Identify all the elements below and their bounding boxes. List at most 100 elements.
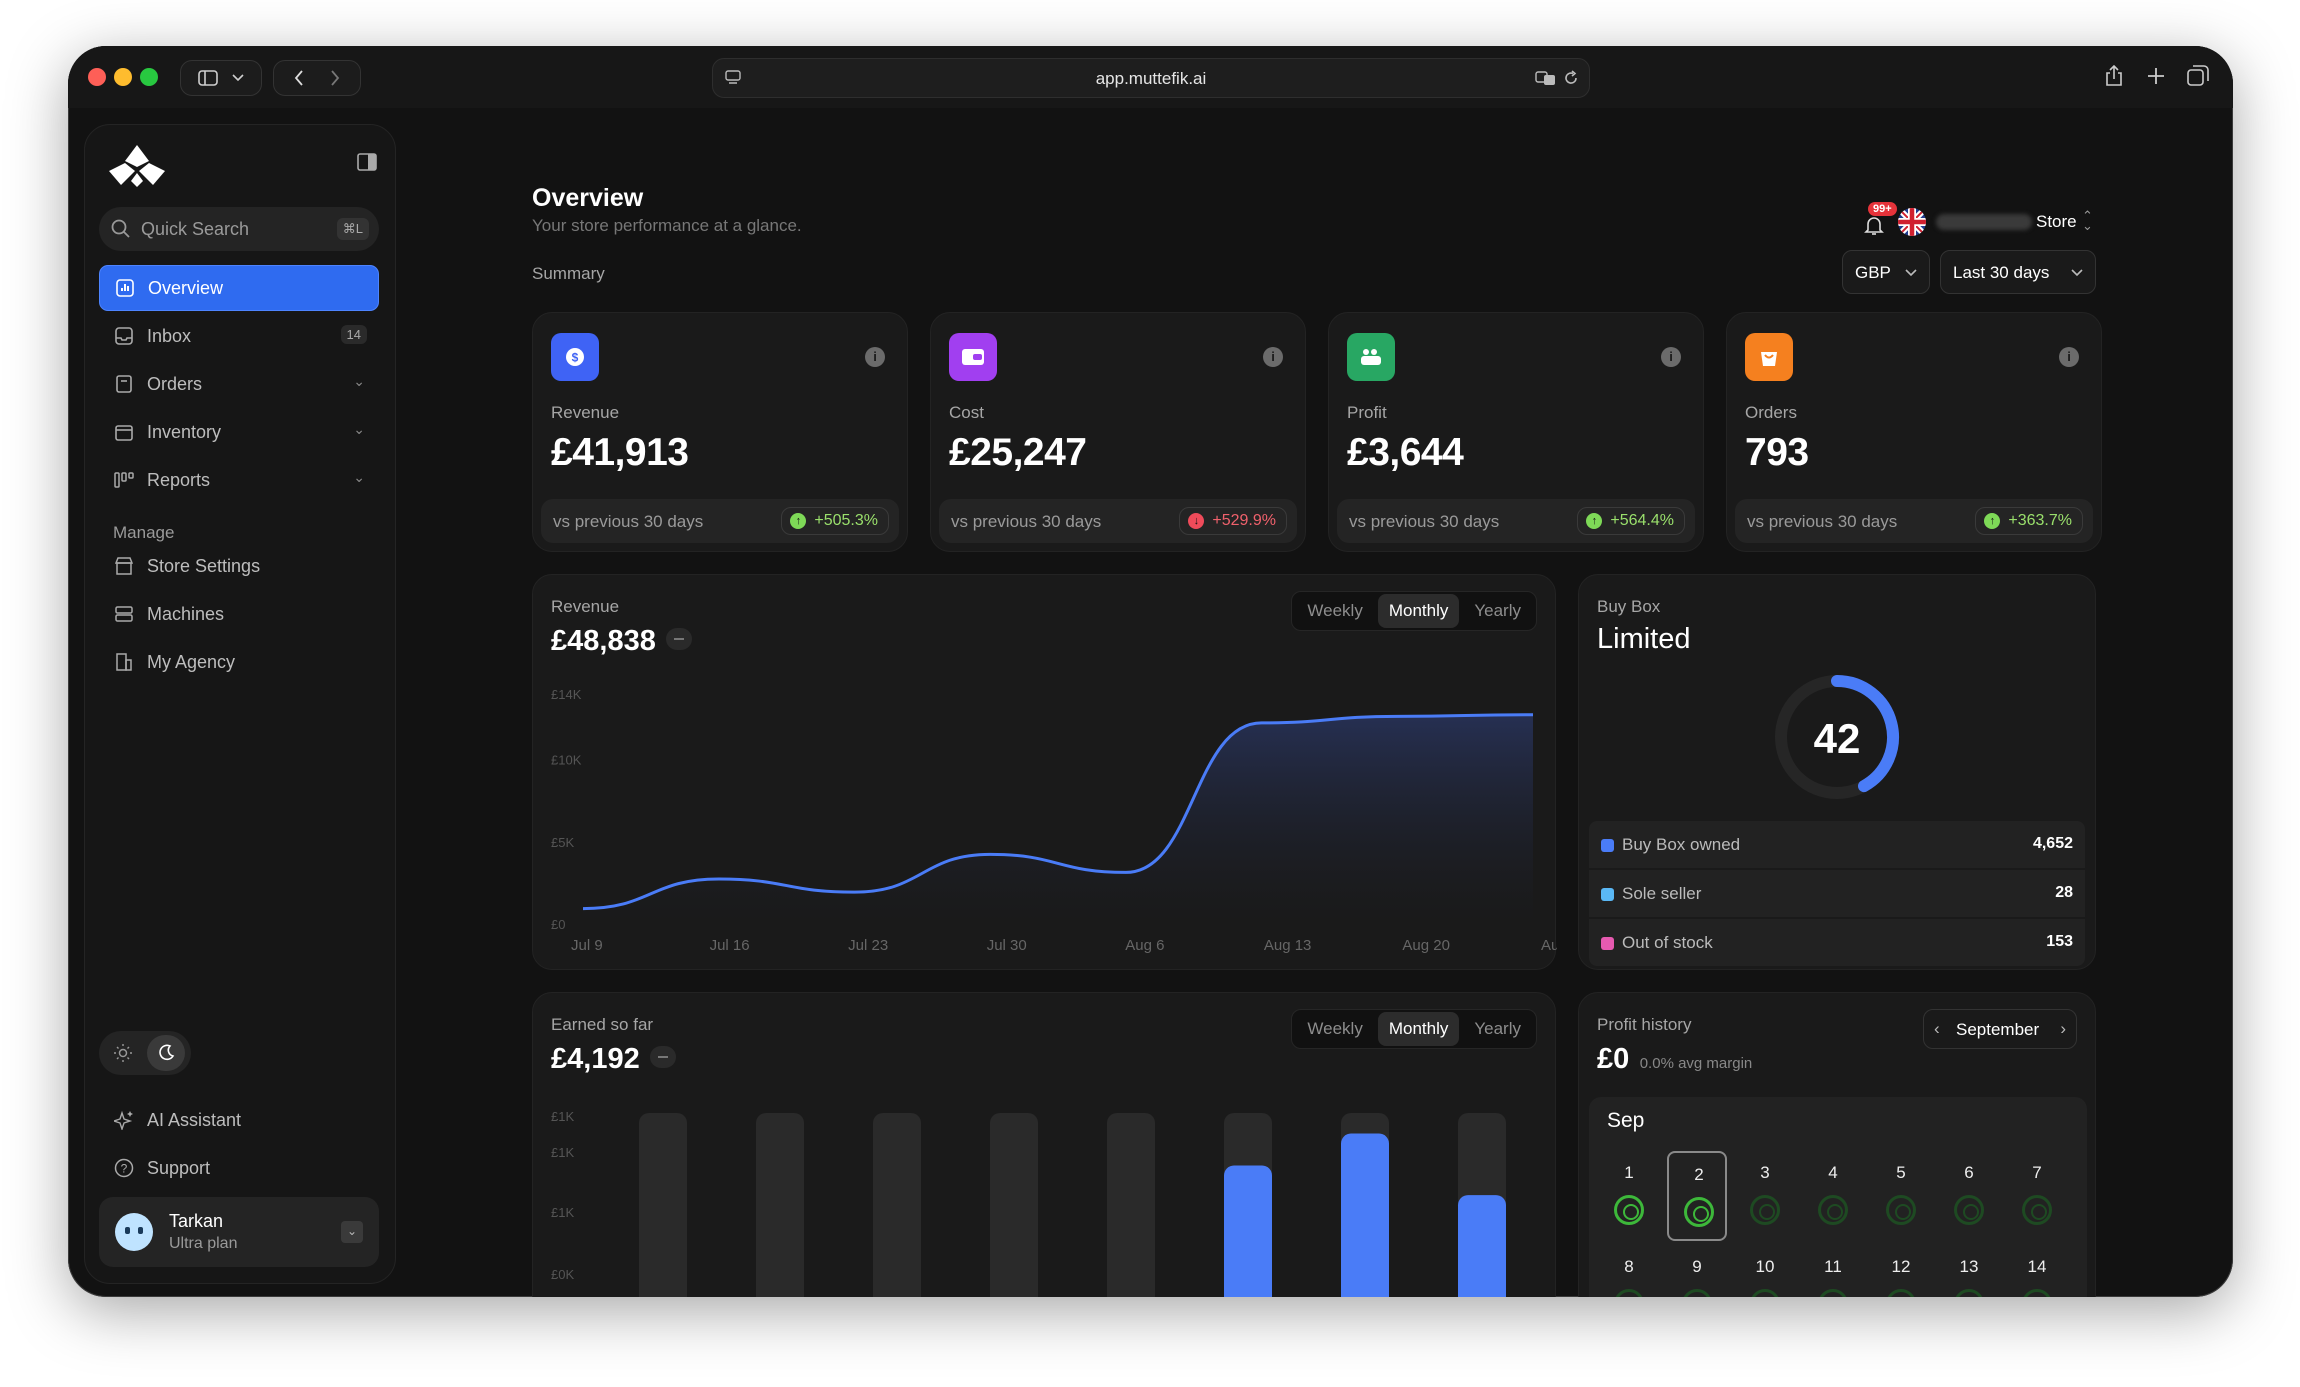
- dark-mode-button[interactable]: [147, 1035, 185, 1071]
- activity-ring-icon: [1818, 1195, 1848, 1225]
- sun-icon[interactable]: [113, 1043, 133, 1063]
- info-icon[interactable]: i: [2059, 347, 2079, 367]
- x-tick-label: Jul 30: [987, 937, 1027, 954]
- theme-toggle[interactable]: [99, 1031, 191, 1075]
- bar-track: [756, 1113, 804, 1297]
- info-icon[interactable]: i: [865, 347, 885, 367]
- change-badge: ↑ +505.3%: [781, 507, 889, 535]
- info-icon[interactable]: i: [1661, 347, 1681, 367]
- buybox-row: Buy Box owned 4,652: [1589, 821, 2085, 868]
- month-label: September: [1956, 1020, 2040, 1039]
- store-selector[interactable]: Store ⌃ ⌄: [1898, 206, 2108, 238]
- calendar-day[interactable]: 5: [1871, 1151, 1931, 1241]
- nav-my-agency[interactable]: My Agency: [99, 639, 379, 685]
- currency-select[interactable]: GBP: [1842, 250, 1930, 294]
- user-menu-button[interactable]: ⌄: [341, 1221, 363, 1243]
- forward-icon[interactable]: [330, 70, 340, 86]
- x-tick-label: Jul 9: [571, 937, 603, 954]
- kpi-value: 793: [1745, 431, 1809, 474]
- svg-text:?: ?: [121, 1162, 128, 1176]
- info-icon[interactable]: i: [1263, 347, 1283, 367]
- day-number: 8: [1624, 1257, 1634, 1276]
- inbox-icon: [113, 325, 135, 347]
- revenue-series-line: [582, 713, 1534, 911]
- nav-store-settings[interactable]: Store Settings: [99, 543, 379, 589]
- sparkle-icon: [113, 1109, 135, 1131]
- maximize-window-button[interactable]: [140, 68, 158, 86]
- address-bar[interactable]: app.muttefik.ai: [712, 58, 1590, 98]
- calendar-day[interactable]: 13: [1939, 1245, 1999, 1297]
- share-icon[interactable]: [2105, 65, 2123, 87]
- notifications-button[interactable]: 99+: [1860, 202, 1897, 238]
- nav-machines[interactable]: Machines: [99, 591, 379, 637]
- period-weekly[interactable]: Weekly: [1307, 1019, 1363, 1038]
- y-tick-label: £10K: [551, 753, 582, 768]
- close-window-button[interactable]: [88, 68, 106, 86]
- nav-label: Reports: [147, 469, 211, 490]
- nav-ai-assistant[interactable]: AI Assistant: [99, 1097, 379, 1143]
- activity-ring-icon: [1818, 1289, 1848, 1297]
- calendar-day[interactable]: 1: [1599, 1151, 1659, 1241]
- notification-badge: 99+: [1868, 202, 1897, 216]
- next-month-icon[interactable]: ›: [2060, 1019, 2066, 1038]
- period-yearly[interactable]: Yearly: [1474, 1019, 1521, 1038]
- calendar-day[interactable]: 4: [1803, 1151, 1863, 1241]
- calendar-day[interactable]: 3: [1735, 1151, 1795, 1241]
- earned-total-value: £4,192: [551, 1043, 640, 1075]
- profit-history-card: Profit history £0 0.0% avg margin ‹ Sept…: [1578, 992, 2096, 1297]
- profit-history-value: £0 0.0% avg margin: [1597, 1043, 1752, 1076]
- period-yearly[interactable]: Yearly: [1474, 601, 1521, 620]
- calendar-day[interactable]: 14: [2007, 1245, 2067, 1297]
- moon-icon: [159, 1044, 175, 1061]
- chevron-down-icon: ⌄: [353, 373, 365, 389]
- nav-orders[interactable]: Orders ⌄: [99, 361, 379, 407]
- quick-search[interactable]: Quick Search ⌘L: [99, 207, 379, 251]
- prev-month-icon[interactable]: ‹: [1934, 1019, 1940, 1038]
- change-badge: ↓ +529.9%: [1179, 507, 1287, 535]
- sidebar-toggle-button[interactable]: [180, 60, 262, 96]
- reload-icon[interactable]: [1563, 70, 1579, 86]
- calendar-day[interactable]: 10: [1735, 1245, 1795, 1297]
- nav-reports[interactable]: Reports ⌄: [99, 457, 379, 503]
- calendar-day[interactable]: 8: [1599, 1245, 1659, 1297]
- nav-overview[interactable]: Overview: [99, 265, 379, 311]
- change-value: +564.4%: [1610, 512, 1674, 529]
- period-monthly[interactable]: Monthly: [1377, 594, 1460, 628]
- calendar-day[interactable]: 6: [1939, 1151, 1999, 1241]
- day-number: 14: [2027, 1257, 2047, 1276]
- change-value: +363.7%: [2008, 512, 2072, 529]
- nav-support[interactable]: ? Support: [99, 1145, 379, 1191]
- kpi-label: Revenue: [551, 403, 620, 422]
- calendar-day[interactable]: 9: [1667, 1245, 1727, 1297]
- calendar-day[interactable]: 2: [1667, 1151, 1727, 1241]
- collapse-sidebar-icon[interactable]: [357, 153, 377, 171]
- date-range-select[interactable]: Last 30 days: [1940, 250, 2096, 294]
- nav-label: AI Assistant: [147, 1109, 242, 1130]
- back-icon[interactable]: [294, 70, 304, 86]
- new-tab-icon[interactable]: [2147, 67, 2165, 85]
- calendar-day[interactable]: 12: [1871, 1245, 1931, 1297]
- bar[interactable]: [1341, 1133, 1389, 1297]
- day-number: 2: [1694, 1165, 1704, 1184]
- legend-swatch: [1601, 937, 1614, 950]
- bar[interactable]: [1458, 1195, 1506, 1297]
- orders-icon: [1745, 333, 1793, 381]
- period-weekly[interactable]: Weekly: [1307, 601, 1363, 620]
- minimize-window-button[interactable]: [114, 68, 132, 86]
- tab-overview-icon[interactable]: [2187, 65, 2209, 87]
- month-picker[interactable]: ‹ September ›: [1923, 1009, 2077, 1049]
- user-card[interactable]: Tarkan Ultra plan ⌄: [99, 1197, 379, 1267]
- calendar-day[interactable]: 7: [2007, 1151, 2067, 1241]
- activity-ring-icon: [1750, 1195, 1780, 1225]
- activity-ring-icon: [1750, 1289, 1780, 1297]
- inventory-icon: [113, 421, 135, 443]
- nav-inventory[interactable]: Inventory ⌄: [99, 409, 379, 455]
- nav-inbox[interactable]: Inbox 14: [99, 313, 379, 359]
- page-menu-icon[interactable]: [725, 70, 741, 86]
- period-monthly[interactable]: Monthly: [1377, 1012, 1460, 1046]
- overview-icon: [114, 277, 136, 299]
- chevron-down-icon: [2071, 269, 2083, 277]
- translate-icon[interactable]: [1535, 70, 1557, 86]
- bar[interactable]: [1224, 1165, 1272, 1297]
- calendar-day[interactable]: 11: [1803, 1245, 1863, 1297]
